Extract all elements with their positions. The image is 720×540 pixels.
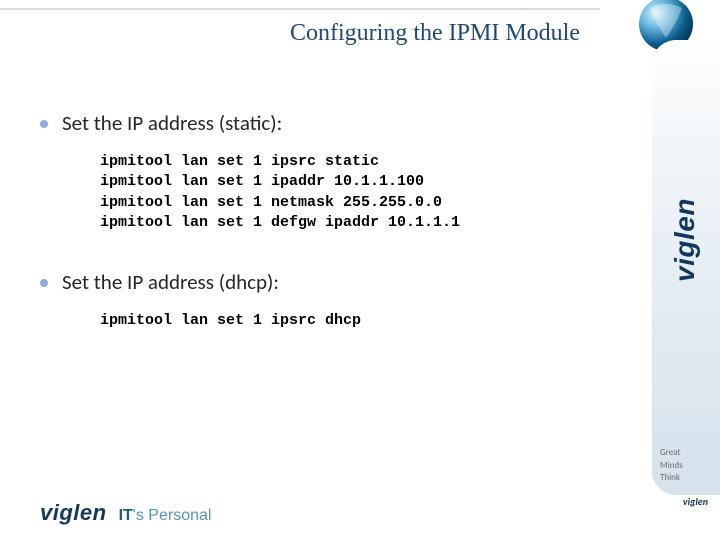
footer: viglen IT's Personal <box>40 500 211 526</box>
bullet-dot-icon <box>40 120 48 128</box>
sidebar: viglen Great Minds Think viglen <box>650 0 720 540</box>
footer-slogan: IT's Personal <box>119 507 212 525</box>
sidebar-brand-logo: viglen <box>664 160 706 320</box>
bullet-text: Set the IP address (static): <box>62 110 282 136</box>
bullet-item: Set the IP address (dhcp): <box>40 269 600 295</box>
footer-brand-logo: viglen <box>40 500 107 526</box>
code-block-dhcp: ipmitool lan set 1 ipsrc dhcp <box>100 311 600 331</box>
bullet-item: Set the IP address (static): <box>40 110 600 136</box>
brand-tagline: Great Minds Think <box>660 447 710 484</box>
code-block-static: ipmitool lan set 1 ipsrc static ipmitool… <box>100 152 600 233</box>
slide-title: Configuring the IPMI Module <box>0 20 580 47</box>
header-divider <box>0 8 600 10</box>
sidebar-brand-small: viglen <box>683 495 708 508</box>
bullet-dot-icon <box>40 279 48 287</box>
content-area: Set the IP address (static): ipmitool la… <box>40 110 600 367</box>
bullet-text: Set the IP address (dhcp): <box>62 269 279 295</box>
